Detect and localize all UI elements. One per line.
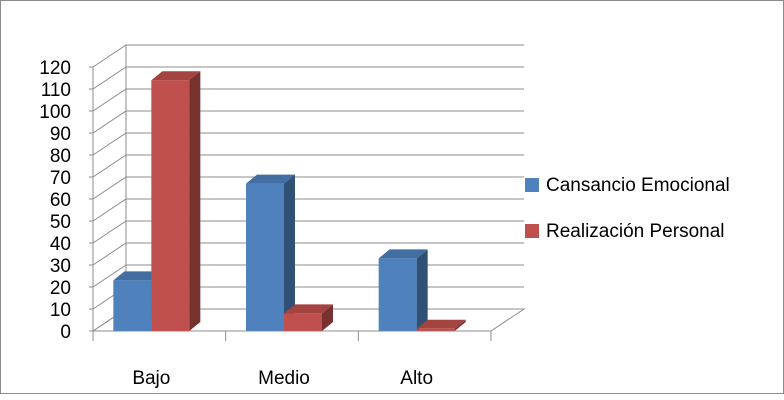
y-tick-label: 80: [50, 146, 71, 167]
x-tick-label: Alto: [400, 368, 433, 389]
y-tick-label: 30: [50, 256, 71, 277]
legend-item: Realización Personal: [525, 221, 725, 242]
x-tick-labels: Bajo Medio Alto: [132, 368, 433, 389]
y-tick-label: 100: [39, 102, 71, 123]
gridline: [93, 45, 524, 67]
legend-item: Cansancio Emocional: [525, 175, 730, 196]
legend: Cansancio Emocional Realización Personal: [525, 175, 730, 242]
legend-label: Realización Personal: [546, 221, 725, 242]
y-tick-label: 120: [39, 58, 71, 79]
y-tick-label: 20: [50, 278, 71, 299]
bar-front: [284, 313, 322, 331]
bar-realizaci-n-personal-medio: [284, 304, 333, 331]
y-tick-label: 10: [50, 300, 71, 321]
bar-cansancio-emocional-alto: [379, 249, 428, 331]
y-tick-label: 0: [60, 322, 71, 343]
y-tick-label: 40: [50, 234, 71, 255]
bar-front: [379, 258, 417, 331]
y-tick-label: 110: [41, 80, 71, 101]
y-tick-label: 90: [50, 124, 71, 145]
bar-realizaci-n-personal-bajo: [151, 71, 200, 331]
bar-front: [246, 184, 284, 331]
bar-cansancio-emocional-medio: [246, 175, 295, 331]
bars: [113, 71, 465, 331]
legend-label: Cansancio Emocional: [546, 175, 730, 196]
legend-swatch: [525, 224, 539, 238]
bar-front: [113, 280, 151, 331]
bar-side: [189, 71, 200, 331]
legend-swatch: [525, 178, 539, 192]
x-tick-label: Bajo: [132, 368, 170, 389]
bar-side: [417, 249, 428, 331]
x-tick-label: Medio: [258, 368, 310, 389]
y-tick-label: 60: [50, 190, 71, 211]
y-tick-label: 70: [50, 168, 71, 189]
y-tick-label: 50: [50, 212, 71, 233]
bar-front: [417, 329, 455, 331]
bar-front: [151, 80, 189, 331]
